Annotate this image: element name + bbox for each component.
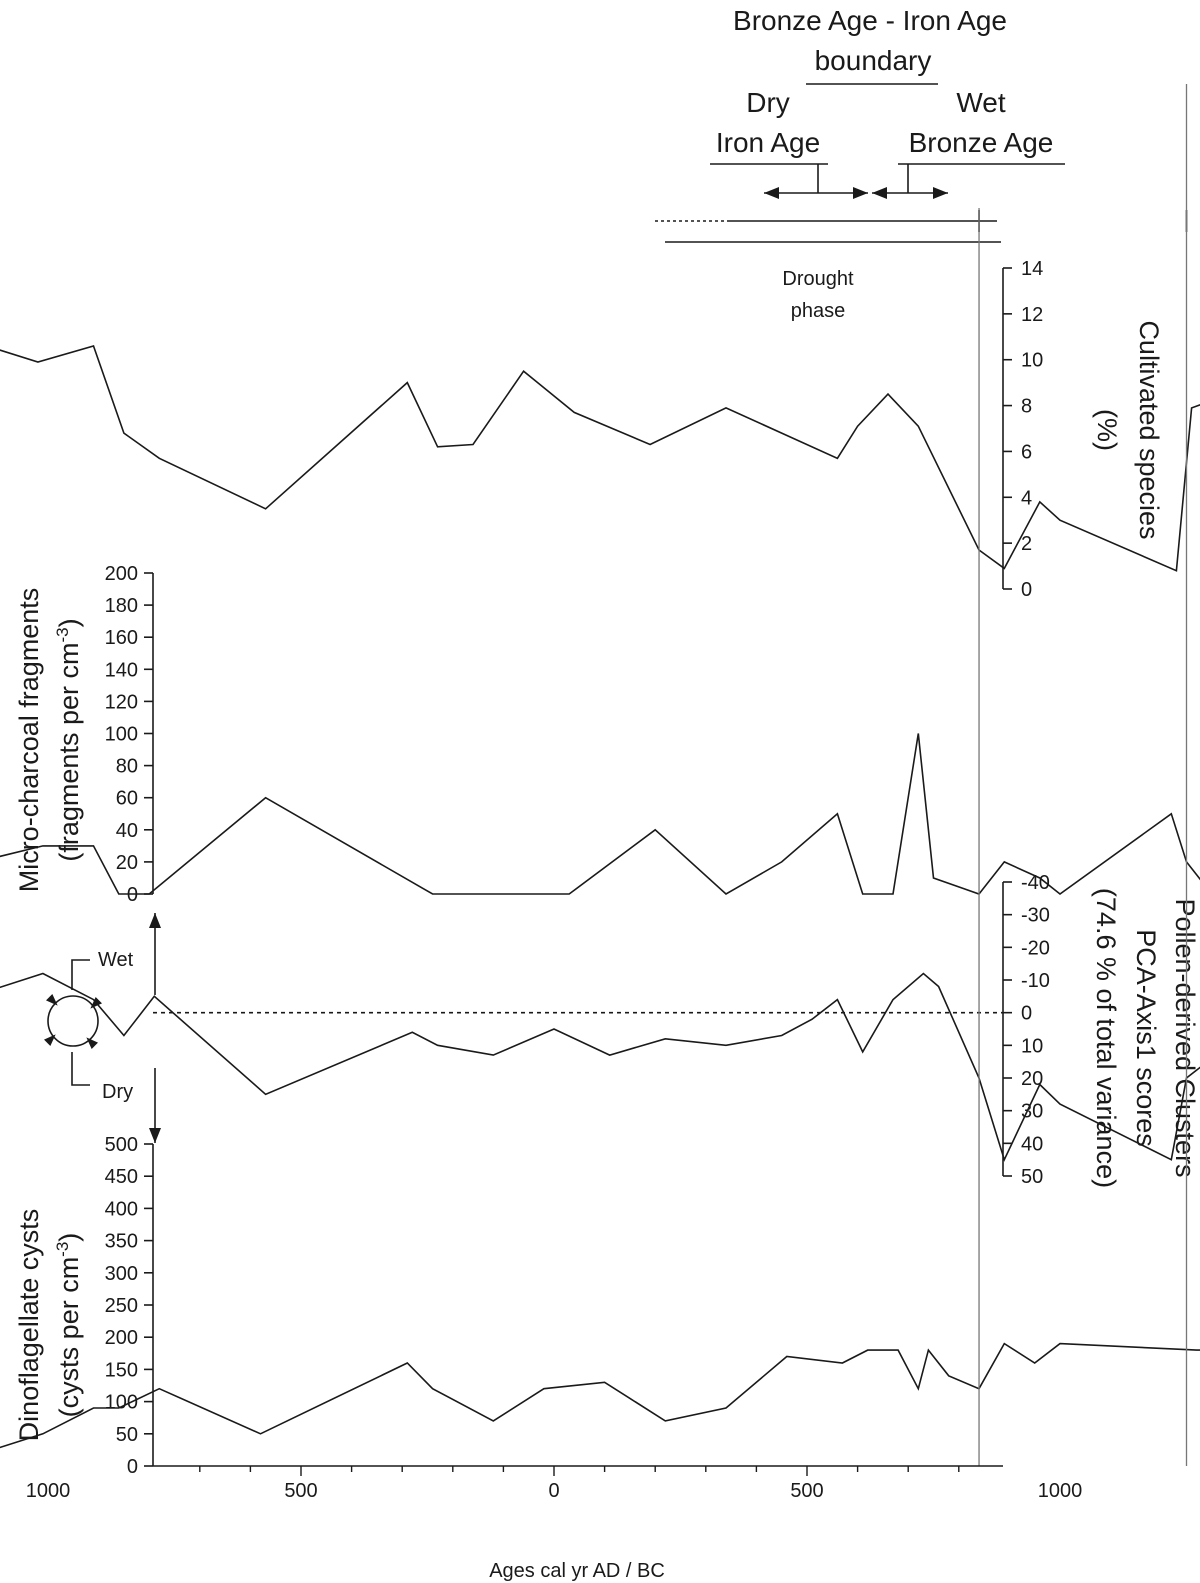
dry-label: Dry — [102, 1081, 133, 1103]
dinoflagellate-tick-label: 500 — [105, 1134, 138, 1156]
dinoflagellate-tick-label: 150 — [105, 1359, 138, 1381]
wet-bronze-age-label-line1: Wet — [956, 87, 1005, 118]
charcoal-tick-label: 160 — [105, 627, 138, 649]
cultivated-line — [0, 345, 1200, 572]
charcoal-ylabel-line2: (fragments per cm-3) — [53, 618, 84, 861]
dinoflagellate-tick-label: 350 — [105, 1231, 138, 1253]
cultivated-tick-label: 12 — [1021, 304, 1043, 326]
dry-arrow-right-head — [853, 187, 868, 199]
wet-arrow-left-head — [872, 187, 887, 199]
cycle-arrowhead — [86, 1037, 98, 1049]
dry-bracket-line — [71, 1052, 90, 1086]
pca-tick-label: 50 — [1021, 1166, 1043, 1188]
x-tick-label: 500 — [284, 1480, 317, 1502]
drought-phase-label-line2: phase — [791, 300, 846, 322]
dinoflagellate-tick-label: 0 — [127, 1456, 138, 1478]
header-annotation: Bronze Age - Iron Age boundary Dry Iron … — [655, 5, 1188, 322]
wet-arrow-head — [149, 913, 161, 928]
cultivated-ylabel-line2: (%) — [1092, 409, 1122, 451]
pca-tick-label: -30 — [1021, 905, 1050, 927]
charcoal-tick-label: 60 — [116, 788, 138, 810]
charcoal-tick-label: 20 — [116, 852, 138, 874]
wet-label: Wet — [98, 949, 134, 971]
dry-iron-age-label-line1: Dry — [746, 87, 790, 118]
dinoflagellate-tick-label: 400 — [105, 1198, 138, 1220]
cultivated-tick-label: 8 — [1021, 396, 1032, 418]
pca-tick-label: 40 — [1021, 1133, 1043, 1155]
cycle-arrowhead — [44, 1034, 56, 1046]
pca-tick-label: 10 — [1021, 1035, 1043, 1057]
dinoflagellate-tick-label: 450 — [105, 1166, 138, 1188]
cultivated-tick-label: 6 — [1021, 441, 1032, 463]
boundary-title-line2: boundary — [815, 45, 932, 76]
dinoflagellate-tick-label: 50 — [116, 1424, 138, 1446]
micro-charcoal-panel: 0 20 40 60 80 100 120 140 160 180 200 Micro-charcoa… — [0, 563, 1200, 906]
pca-ylabel-line1: Pollen-derived Clusters — [1170, 898, 1200, 1177]
dinoflagellate-line — [0, 1342, 1200, 1449]
drought-phase-label-line1: Drought — [782, 268, 854, 290]
cultivated-ylabel-line1: Cultivated species — [1134, 320, 1164, 539]
charcoal-tick-label: 0 — [127, 884, 138, 906]
wet-arrow-right-head — [933, 187, 948, 199]
pca-tick-label: -10 — [1021, 970, 1050, 992]
dinoflagellate-panel: 0 50 100 150 200 250 300 350 400 450 500 Dinoflagel… — [0, 1134, 1200, 1478]
pca-ylabel-line2: PCA-Axis1 scores — [1131, 929, 1161, 1147]
cycle-arrowhead — [46, 994, 58, 1006]
boundary-title-line1: Bronze Age - Iron Age — [733, 5, 1007, 36]
x-tick-label: 1000 — [26, 1480, 71, 1502]
pca-tick-label: 30 — [1021, 1101, 1043, 1123]
dinoflagellate-ylabel-line2: (cysts per cm-3) — [53, 1233, 84, 1418]
dinoflagellate-tick-label: 100 — [105, 1392, 138, 1414]
pca-axis1-panel: -40 -30 -20 -10 0 10 20 30 40 50 Pollen-derived Cl… — [0, 872, 1200, 1188]
wet-bracket-line — [71, 959, 90, 990]
x-tick-label: 0 — [548, 1480, 559, 1502]
wet-bronze-age-label-line2: Bronze Age — [909, 127, 1054, 158]
charcoal-tick-label: 120 — [105, 691, 138, 713]
pca-tick-label: -40 — [1021, 872, 1050, 894]
drought-phase-lines — [978, 84, 1188, 1466]
charcoal-tick-label: 80 — [116, 756, 138, 778]
cycle-icon — [47, 995, 99, 1047]
dinoflagellate-ylabel-line1: Dinoflagellate cysts — [14, 1209, 44, 1442]
cultivated-tick-label: 14 — [1021, 258, 1043, 280]
charcoal-tick-label: 100 — [105, 724, 138, 746]
pca-line — [0, 972, 1200, 1162]
cultivated-tick-label: 2 — [1021, 533, 1032, 555]
charcoal-tick-label: 200 — [105, 563, 138, 585]
charcoal-tick-label: 140 — [105, 659, 138, 681]
x-tick-label: 1000 — [1038, 1480, 1083, 1502]
cultivated-species-panel: 0 2 4 6 8 10 12 14 Cultivated species (%) — [0, 258, 1200, 601]
dry-arrow-head — [149, 1128, 161, 1143]
charcoal-ylabel-line1: Micro-charcoal fragments — [14, 588, 44, 893]
cycle-arrowhead — [90, 997, 102, 1009]
cultivated-tick-label: 4 — [1021, 487, 1032, 509]
pca-tick-label: 20 — [1021, 1068, 1043, 1090]
dinoflagellate-tick-label: 250 — [105, 1295, 138, 1317]
pca-tick-label: 0 — [1021, 1003, 1032, 1025]
pca-tick-label: -20 — [1021, 937, 1050, 959]
dinoflagellate-tick-label: 300 — [105, 1263, 138, 1285]
header-lines — [655, 83, 1188, 243]
dry-arrow-left-head — [764, 187, 779, 199]
x-axis: Ages cal yr AD / BC 15001000500050010001… — [26, 1465, 1083, 1582]
x-tick-label: 500 — [790, 1480, 823, 1502]
dinoflagellate-tick-label: 200 — [105, 1327, 138, 1349]
wet-dry-indicator: Wet Dry — [44, 913, 161, 1143]
x-axis-label: Ages cal yr AD / BC — [489, 1560, 665, 1582]
charcoal-tick-label: 40 — [116, 820, 138, 842]
cultivated-tick-label: 10 — [1021, 350, 1043, 372]
charcoal-tick-label: 180 — [105, 595, 138, 617]
cultivated-tick-label: 0 — [1021, 579, 1032, 601]
pca-ylabel-line3: (74.6 % of total variance) — [1091, 888, 1121, 1188]
charcoal-line — [0, 733, 1200, 896]
dry-iron-age-label-line2: Iron Age — [716, 127, 820, 158]
